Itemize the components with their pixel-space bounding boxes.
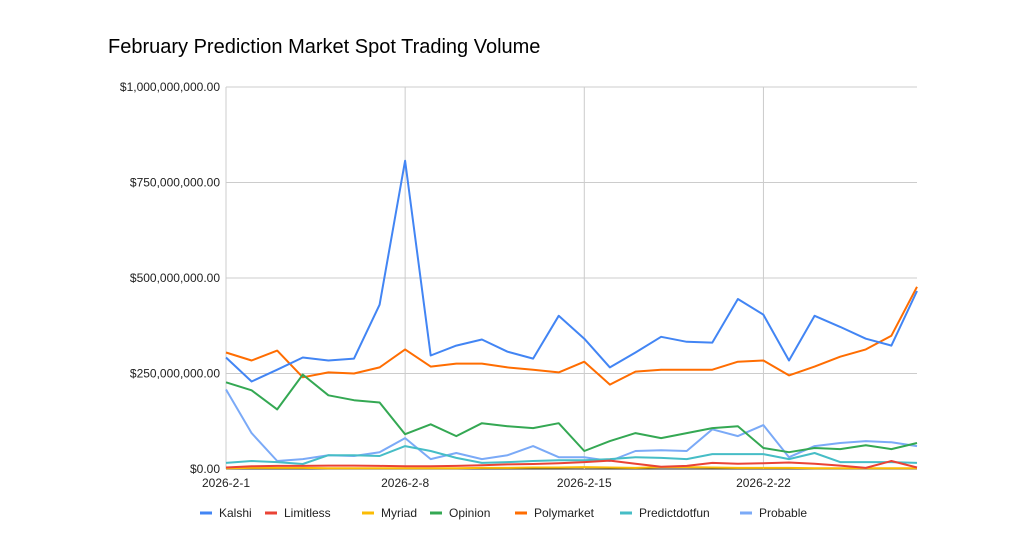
legend-label-limitless: Limitless: [284, 506, 331, 520]
x-tick-label: 2026-2-8: [381, 476, 429, 490]
series-line-limitless: [225, 459, 918, 469]
x-tick-label: 2026-2-1: [202, 476, 250, 490]
x-tick-label: 2026-2-15: [557, 476, 612, 490]
series-line-myriad: [225, 466, 917, 470]
y-tick-label: $250,000,000.00: [130, 367, 220, 381]
series-line-polymarket: [225, 286, 918, 386]
series-line-probable: [225, 388, 918, 462]
legend-label-myriad: Myriad: [381, 506, 417, 520]
legend-label-kalshi: Kalshi: [219, 506, 252, 520]
series-line-kalshi: [225, 159, 918, 383]
chart-title: February Prediction Market Spot Trading …: [108, 36, 541, 58]
legend-label-probable: Probable: [759, 506, 807, 520]
series-line-opinion: [225, 373, 918, 454]
y-tick-label: $0.00: [190, 462, 220, 476]
legend-label-predictdotfun: Predictdotfun: [639, 506, 710, 520]
x-tick-label: 2026-2-22: [736, 476, 791, 490]
y-tick-label: $750,000,000.00: [130, 176, 220, 190]
legend-label-polymarket: Polymarket: [534, 506, 595, 520]
series-line-predictdotfun: [225, 445, 918, 465]
y-tick-label: $500,000,000.00: [130, 271, 220, 285]
y-tick-label: $1,000,000,000.00: [120, 80, 220, 94]
legend-label-opinion: Opinion: [449, 506, 490, 520]
